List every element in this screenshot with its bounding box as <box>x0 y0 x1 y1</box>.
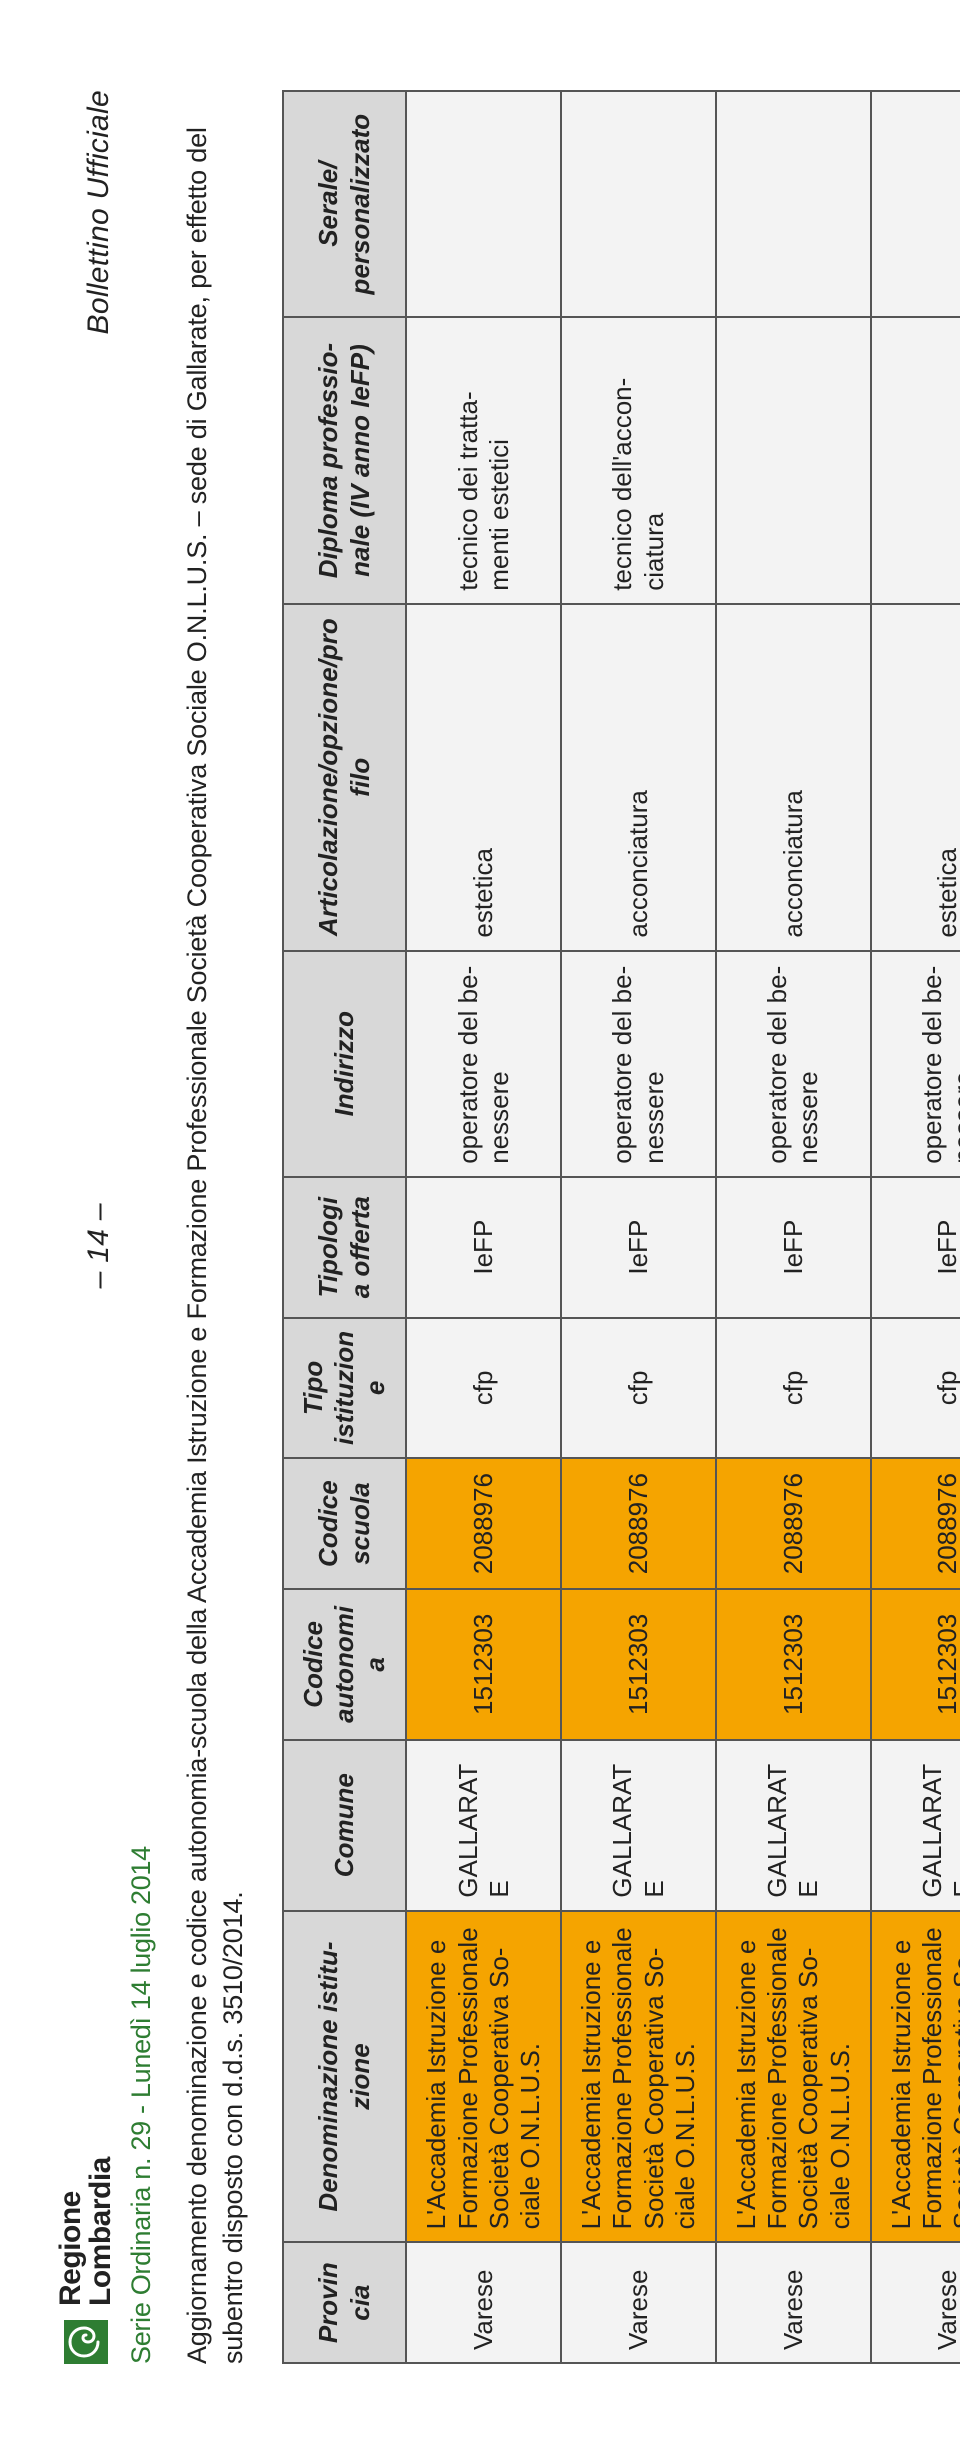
cell-diploma <box>871 317 960 604</box>
cell-indirizzo: operatore del be-nessere <box>561 951 716 1177</box>
cell-provincia: Varese <box>561 2242 716 2363</box>
cell-indirizzo: operatore del be-nessere <box>406 951 561 1177</box>
cell-cod_autonomia: 1512303 <box>561 1589 716 1740</box>
col-header-diploma: Diploma professio-nale (IV anno IeFP) <box>283 317 407 604</box>
cell-diploma <box>716 317 871 604</box>
cell-diploma: tecnico dei tratta-menti estetici <box>406 317 561 604</box>
cell-comune: GALLARATE <box>406 1740 561 1911</box>
cell-articolazione: estetica <box>871 604 960 951</box>
cell-denominazione: L'Accademia Istruzione e Formazione Prof… <box>406 1911 561 2243</box>
cell-cod_autonomia: 1512303 <box>716 1589 871 1740</box>
brand-text: Regione Lombardia <box>56 2157 116 2306</box>
cell-tipo_ist: cfp <box>406 1318 561 1459</box>
page-header: Regione Lombardia – 14 – Bollettino Uffi… <box>56 90 116 2364</box>
brand-line2: Lombardia <box>86 2157 116 2306</box>
col-header-comune: Comune <box>283 1740 407 1911</box>
serie-ordinaria: Serie Ordinaria n. 29 - Lunedì 14 luglio… <box>126 90 157 2364</box>
cell-comune: GALLARATE <box>716 1740 871 1911</box>
cell-provincia: Varese <box>871 2242 960 2363</box>
cell-cod_scuola: 2088976 <box>406 1458 561 1589</box>
cell-articolazione: acconciatura <box>716 604 871 951</box>
cell-provincia: Varese <box>716 2242 871 2363</box>
cell-tipo_off: IeFP <box>871 1177 960 1318</box>
cell-indirizzo: operatore del be-nessere <box>871 951 960 1177</box>
col-header-tipo_off: Tipologia offerta <box>283 1177 407 1318</box>
table-head: ProvinciaDenominazione istitu-zioneComun… <box>283 91 407 2363</box>
brand-line1: Regione <box>56 2157 86 2306</box>
cell-serale <box>406 91 561 317</box>
cell-cod_autonomia: 1512303 <box>406 1589 561 1740</box>
col-header-indirizzo: Indirizzo <box>283 951 407 1177</box>
cell-serale <box>561 91 716 317</box>
table-row: VareseL'Accademia Istruzione e Formazion… <box>871 91 960 2363</box>
table-row: VareseL'Accademia Istruzione e Formazion… <box>716 91 871 2363</box>
bollettino-ufficiale: Bollettino Ufficiale <box>82 90 116 334</box>
cell-denominazione: L'Accademia Istruzione e Formazione Prof… <box>561 1911 716 2243</box>
cell-cod_scuola: 2088976 <box>871 1458 960 1589</box>
cell-articolazione: acconciatura <box>561 604 716 951</box>
cell-cod_scuola: 2088976 <box>716 1458 871 1589</box>
data-table: ProvinciaDenominazione istitu-zioneComun… <box>282 90 960 2364</box>
cell-indirizzo: operatore del be-nessere <box>716 951 871 1177</box>
regione-lombardia-logo-icon <box>64 2320 108 2364</box>
cell-cod_scuola: 2088976 <box>561 1458 716 1589</box>
cell-tipo_ist: cfp <box>871 1318 960 1459</box>
cell-diploma: tecnico dell'accon-ciatura <box>561 317 716 604</box>
cell-comune: GALLARATE <box>561 1740 716 1911</box>
cell-tipo_off: IeFP <box>716 1177 871 1318</box>
cell-articolazione: estetica <box>406 604 561 951</box>
col-header-articolazione: Articolazione/opzione/profilo <box>283 604 407 951</box>
col-header-provincia: Provincia <box>283 2242 407 2363</box>
table-row: VareseL'Accademia Istruzione e Formazion… <box>406 91 561 2363</box>
col-header-serale: Serale/ personalizzato <box>283 91 407 317</box>
brand: Regione Lombardia <box>56 2157 116 2364</box>
page: Regione Lombardia – 14 – Bollettino Uffi… <box>0 0 960 2454</box>
table-row: VareseL'Accademia Istruzione e Formazion… <box>561 91 716 2363</box>
col-header-cod_autonomia: Codice autonomia <box>283 1589 407 1740</box>
cell-tipo_ist: cfp <box>561 1318 716 1459</box>
cell-serale <box>871 91 960 317</box>
intro-paragraph: Aggiornamento denominazione e codice aut… <box>179 90 252 2364</box>
table-header-row: ProvinciaDenominazione istitu-zioneComun… <box>283 91 407 2363</box>
cell-tipo_off: IeFP <box>406 1177 561 1318</box>
col-header-cod_scuola: Codice scuola <box>283 1458 407 1589</box>
col-header-denominazione: Denominazione istitu-zione <box>283 1911 407 2243</box>
cell-cod_autonomia: 1512303 <box>871 1589 960 1740</box>
cell-denominazione: L'Accademia Istruzione e Formazione Prof… <box>871 1911 960 2243</box>
col-header-tipo_ist: Tipo istituzione <box>283 1318 407 1459</box>
cell-provincia: Varese <box>406 2242 561 2363</box>
page-number: – 14 – <box>82 1203 116 1288</box>
cell-serale <box>716 91 871 317</box>
cell-comune: GALLARATE <box>871 1740 960 1911</box>
cell-denominazione: L'Accademia Istruzione e Formazione Prof… <box>716 1911 871 2243</box>
cell-tipo_off: IeFP <box>561 1177 716 1318</box>
table-body: VareseL'Accademia Istruzione e Formazion… <box>406 91 960 2363</box>
cell-tipo_ist: cfp <box>716 1318 871 1459</box>
